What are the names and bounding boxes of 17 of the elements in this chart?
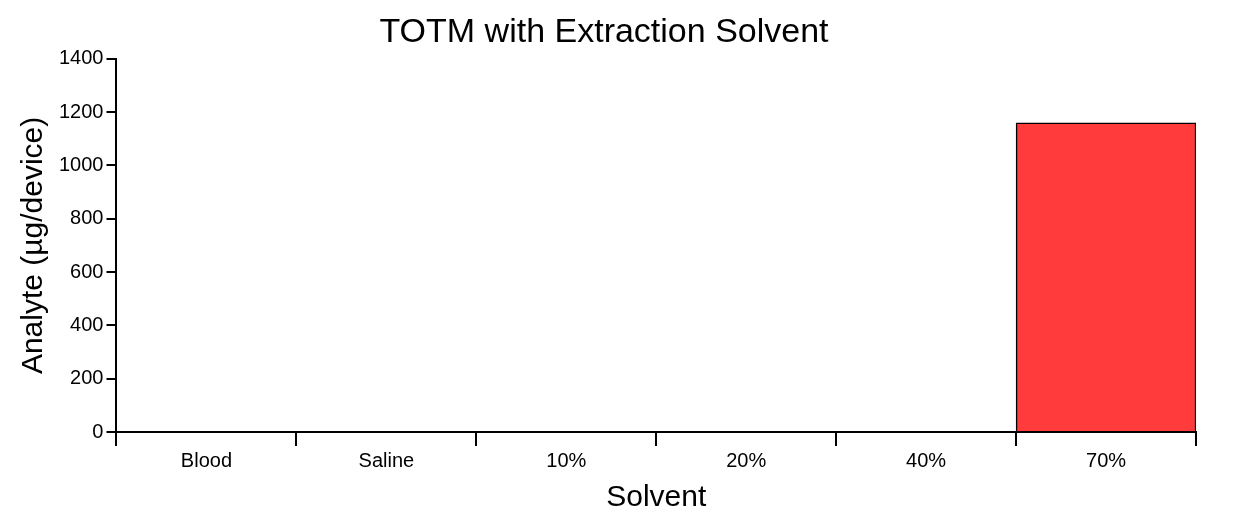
y-tick-label: 200 (70, 366, 104, 389)
y-tick-label: 1200 (58, 99, 104, 122)
x-tick-label: 70% (1086, 448, 1127, 471)
x-tick-label: Saline (358, 448, 415, 471)
y-axis-title: Analyte (µg/device) (15, 116, 49, 375)
x-tick-label: 10% (546, 448, 587, 471)
x-tick-label: 40% (906, 448, 947, 471)
y-tick-label: 800 (70, 206, 104, 229)
y-tick-label: 600 (70, 259, 104, 282)
y-tick-label: 1400 (58, 46, 104, 69)
x-tick-label: 20% (726, 448, 767, 471)
y-tick-label: 1000 (58, 152, 104, 175)
x-axis-title: Solvent (606, 479, 707, 513)
chart-title: TOTM with Extraction Solvent (379, 10, 830, 49)
y-tick-label: 400 (70, 312, 104, 335)
y-tick-label: 0 (92, 419, 104, 442)
x-tick-label: Blood (180, 448, 233, 471)
